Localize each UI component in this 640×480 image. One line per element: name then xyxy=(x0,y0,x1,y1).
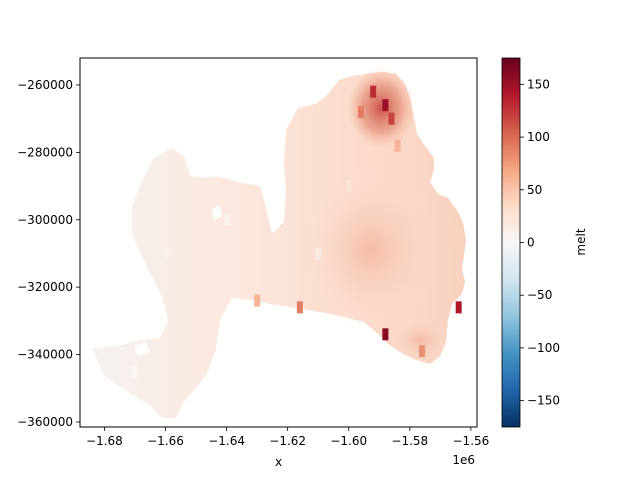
colorbar-tick-label: −150 xyxy=(527,394,560,408)
colorbar-tick-label: 0 xyxy=(527,236,535,250)
melt-cell xyxy=(223,213,230,226)
ice-rise-gap xyxy=(212,206,222,220)
melt-cell xyxy=(419,345,426,358)
melt-cell xyxy=(449,230,456,243)
melt-cell xyxy=(315,247,322,260)
colorbar-axis: 150 100 50 0 −50 −100 −150 xyxy=(520,77,560,408)
central-melt-glow xyxy=(300,170,440,330)
southern-melt-glow xyxy=(390,318,450,362)
melt-cell xyxy=(254,294,261,307)
y-tick-label: −300000 xyxy=(17,213,73,227)
y-tick-label: −320000 xyxy=(17,280,73,294)
ice-rise-gap xyxy=(134,342,150,356)
ice-shelf-field xyxy=(92,72,466,418)
colorbar-tick-label: −100 xyxy=(527,341,560,355)
x-axis-label: x xyxy=(275,455,282,469)
melt-cell xyxy=(382,99,389,112)
x-tick-label: −1.68 xyxy=(86,434,123,448)
northern-melt-hotspot xyxy=(347,68,415,148)
heatmap-area xyxy=(92,68,466,418)
y-tick-label: −360000 xyxy=(17,415,73,429)
colorbar-tick-label: 100 xyxy=(527,130,550,144)
melt-cell xyxy=(388,112,395,125)
melt-cell xyxy=(357,105,364,118)
y-axis: −260000 −280000 −300000 −320000 −340000 −3600… xyxy=(17,78,80,429)
melt-cell xyxy=(382,328,389,341)
melt-cell xyxy=(455,301,462,314)
melt-cell xyxy=(345,180,352,193)
x-offset-label: 1e6 xyxy=(452,453,475,467)
melt-cell xyxy=(296,301,303,314)
x-axis: −1.68 −1.66 −1.64 −1.62 −1.60 −1.58 −1.56 xyxy=(86,427,489,448)
colorbar-tick-label: 150 xyxy=(527,77,550,91)
x-tick-label: −1.64 xyxy=(208,434,245,448)
plot-frame xyxy=(79,57,478,428)
melt-cells xyxy=(131,85,462,378)
y-tick-label: −280000 xyxy=(17,145,73,159)
melt-cell xyxy=(162,247,169,260)
colorbar xyxy=(501,57,521,428)
y-tick-label: −340000 xyxy=(17,348,73,362)
colorbar-tick-label: −50 xyxy=(527,288,552,302)
x-tick-label: −1.62 xyxy=(269,434,306,448)
melt-cell xyxy=(131,365,138,378)
y-tick-label: −260000 xyxy=(17,78,73,92)
x-tick-label: −1.66 xyxy=(147,434,184,448)
colorbar-label: melt xyxy=(574,228,588,255)
colorbar-tick-label: 50 xyxy=(527,183,542,197)
x-tick-label: −1.60 xyxy=(330,434,367,448)
x-tick-label: −1.56 xyxy=(453,434,490,448)
melt-cell xyxy=(394,139,401,152)
x-tick-label: −1.58 xyxy=(391,434,428,448)
melt-cell xyxy=(370,85,377,98)
